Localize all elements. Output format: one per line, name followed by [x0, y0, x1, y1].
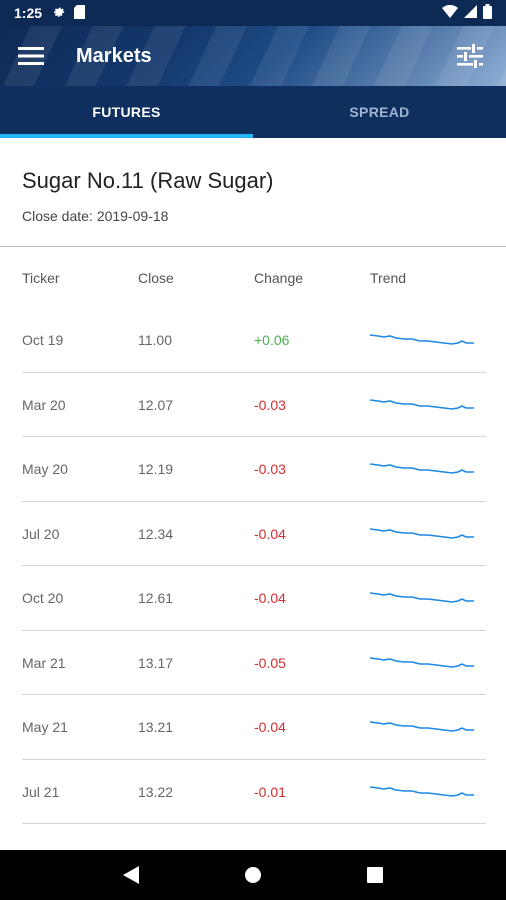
product-title: Sugar No.11 (Raw Sugar): [22, 168, 274, 193]
home-circle-icon[interactable]: [233, 855, 273, 895]
table-row[interactable]: May 20 12.19 -0.03: [0, 437, 506, 502]
page-title: Markets: [76, 44, 152, 67]
trend-sparkline: [370, 652, 488, 674]
table-row[interactable]: Jul 21 13.22 -0.01: [0, 760, 506, 825]
header-trend: Trend: [370, 270, 407, 286]
change-cell: -0.04: [254, 719, 286, 736]
trend-sparkline: [370, 523, 488, 545]
signal-icon: [464, 5, 477, 21]
header-ticker: Ticker: [22, 270, 60, 286]
product-header: Sugar No.11 (Raw Sugar) Close date: 2019-…: [0, 138, 506, 248]
status-bar: 1:25: [0, 0, 506, 26]
close-cell: 12.07: [138, 396, 174, 413]
hamburger-menu-icon[interactable]: [18, 37, 56, 75]
tab-futures[interactable]: FUTURES: [0, 86, 253, 138]
ticker-cell: Mar 21: [22, 654, 66, 671]
table-header: Ticker Close Change Trend: [0, 248, 506, 308]
trend-sparkline: [370, 458, 488, 480]
table-row[interactable]: Mar 20 12.07 -0.03: [0, 373, 506, 438]
back-triangle-icon[interactable]: [111, 855, 151, 895]
close-date: Close date: 2019-09-18: [22, 208, 168, 224]
change-cell: -0.01: [254, 783, 286, 800]
header-close: Close: [138, 270, 174, 286]
status-time: 1:25: [14, 5, 43, 21]
table-row[interactable]: Oct 19 11.00 +0.06: [0, 308, 506, 373]
trend-sparkline: [370, 587, 488, 609]
trend-sparkline: [370, 716, 488, 738]
trend-sparkline: [370, 394, 488, 416]
ticker-cell: Oct 19: [22, 332, 64, 349]
system-nav-bar: [0, 850, 506, 900]
ticker-cell: May 21: [22, 719, 68, 736]
table-row[interactable]: Oct 20 12.61 -0.04: [0, 566, 506, 631]
ticker-cell: May 20: [22, 461, 68, 478]
close-cell: 12.61: [138, 590, 174, 607]
sd-card-icon: [74, 4, 86, 22]
change-cell: -0.05: [254, 654, 286, 671]
close-cell: 12.19: [138, 461, 174, 478]
battery-icon: [483, 4, 492, 22]
divider: [0, 246, 506, 247]
ticker-cell: Oct 20: [22, 590, 64, 607]
close-cell: 13.21: [138, 719, 174, 736]
table-row[interactable]: Jul 20 12.34 -0.04: [0, 502, 506, 567]
change-cell: -0.04: [254, 525, 286, 542]
ticker-cell: Jul 20: [22, 525, 60, 542]
change-cell: +0.06: [254, 332, 290, 349]
close-cell: 12.34: [138, 525, 174, 542]
recents-square-icon[interactable]: [355, 855, 395, 895]
table-row[interactable]: Mar 21 13.17 -0.05: [0, 631, 506, 696]
table-row[interactable]: May 21 13.21 -0.04: [0, 695, 506, 760]
change-cell: -0.04: [254, 590, 286, 607]
tab-bar: FUTURES SPREAD: [0, 86, 506, 138]
close-date-value: 2019-09-18: [96, 208, 169, 224]
ticker-cell: Mar 20: [22, 396, 66, 413]
trend-sparkline: [370, 781, 488, 803]
trend-sparkline: [370, 329, 488, 351]
close-cell: 11.00: [138, 332, 172, 349]
app-bar: Markets: [0, 26, 506, 86]
futures-table: Ticker Close Change Trend Oct 19 11.00 +0.…: [0, 248, 506, 824]
gear-icon: [52, 5, 66, 22]
tune-sliders-icon[interactable]: [452, 38, 488, 74]
tab-spread[interactable]: SPREAD: [349, 104, 410, 120]
close-date-label: Close date:: [22, 208, 93, 224]
close-cell: 13.22: [138, 783, 174, 800]
header-change: Change: [254, 270, 304, 286]
close-cell: 13.17: [138, 654, 174, 671]
wifi-icon: [442, 4, 458, 21]
change-cell: -0.03: [254, 461, 286, 478]
change-cell: -0.03: [254, 396, 286, 413]
ticker-cell: Jul 21: [22, 783, 60, 800]
